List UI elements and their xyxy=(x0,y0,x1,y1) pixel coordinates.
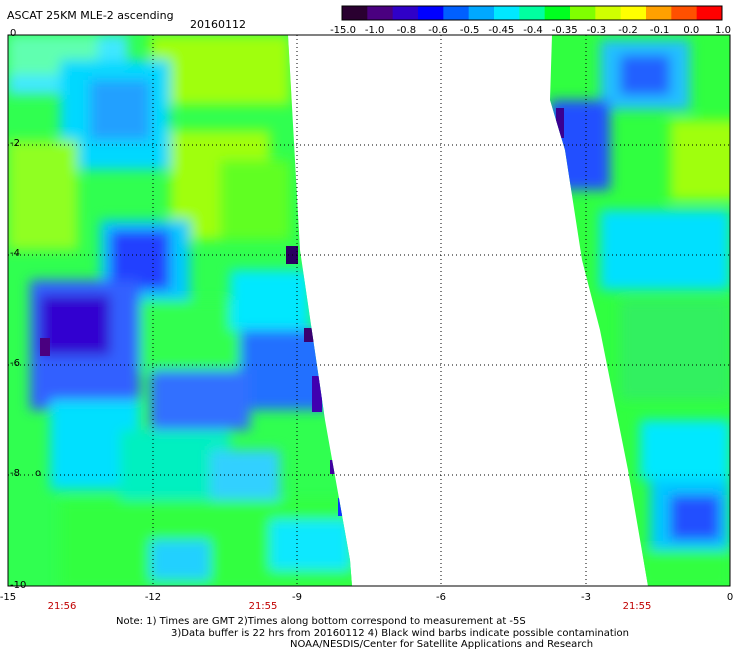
color-swatch xyxy=(418,6,444,20)
color-scale-label: 1.0 xyxy=(715,25,731,36)
color-scale-label: 0.0 xyxy=(683,25,699,36)
color-swatch xyxy=(367,6,394,20)
longitude-tick: -15 xyxy=(0,592,16,603)
longitude-tick: -9 xyxy=(292,592,302,603)
color-scale-labels: -15.0 -1.0 -0.8 -0.6 -0.5 -0.45 -0.4 -0.35 -0.3-… xyxy=(330,25,731,36)
color-swatch xyxy=(646,6,672,20)
color-swatch xyxy=(671,6,698,20)
latitude-tick: 0 xyxy=(10,28,16,39)
longitude-tick: -3 xyxy=(581,592,591,603)
color-swatch xyxy=(392,6,419,20)
latitude-tick: -2 xyxy=(10,138,20,149)
color-swatch xyxy=(696,6,723,20)
map-frame xyxy=(7,34,731,587)
color-scale-label: -0.4 xyxy=(523,25,543,36)
color-scale-label: -0.3 xyxy=(587,25,607,36)
color-swatch xyxy=(519,6,546,20)
color-scale-label: -0.2 xyxy=(618,25,638,36)
color-swatch xyxy=(342,6,368,20)
right-swath xyxy=(550,35,730,586)
color-scale-label: -0.1 xyxy=(650,25,670,36)
color-swatch xyxy=(443,6,470,20)
latitude-tick: -6 xyxy=(10,358,20,369)
note-line-3: NOAA/NESDIS/Center for Satellite Applica… xyxy=(290,639,594,650)
color-swatch xyxy=(494,6,520,20)
color-scale-label: -0.35 xyxy=(552,25,578,36)
note-line-2: 3)Data buffer is 22 hrs from 20160112 4)… xyxy=(171,628,629,639)
color-scale-label: -15.0 xyxy=(330,25,356,36)
color-swatch xyxy=(620,6,647,20)
pass-time: 21:56 xyxy=(48,601,77,612)
longitude-tick: -6 xyxy=(436,592,446,603)
note-line-1: Note: 1) Times are GMT 2)Times along bot… xyxy=(116,616,526,627)
latitude-tick: -4 xyxy=(10,248,20,259)
pass-time: 21:55 xyxy=(249,601,278,612)
longitude-tick: -12 xyxy=(145,592,161,603)
latitude-tick: -8 xyxy=(10,468,20,479)
color-swatch xyxy=(544,6,571,20)
color-scale-label: -0.5 xyxy=(460,25,480,36)
left-swath xyxy=(8,35,352,586)
color-scale-bar xyxy=(341,5,723,21)
latitude-tick: -10 xyxy=(10,580,26,591)
map-title: ASCAT 25KM MLE-2 ascending xyxy=(7,9,174,22)
longitude-tick-labels: -15 -12 -9 -6 -3 0 xyxy=(0,592,733,603)
side-marker: o xyxy=(35,468,41,479)
latitude-tick-labels: 0 -2 -4 -6 -8 -10 xyxy=(10,28,26,591)
color-swatch xyxy=(595,6,622,20)
color-swatch xyxy=(468,6,495,20)
color-swatch xyxy=(570,6,596,20)
color-scale-label: -0.6 xyxy=(428,25,448,36)
color-scale-label: -1.0 xyxy=(365,25,385,36)
longitude-tick: 0 xyxy=(727,592,733,603)
color-scale-label: -0.45 xyxy=(488,25,514,36)
map-date: 20160112 xyxy=(190,18,246,31)
pass-time: 21:55 xyxy=(623,601,652,612)
lat-lon-grid xyxy=(8,35,730,586)
color-scale-label: -0.8 xyxy=(397,25,417,36)
pass-times: 21:56 21:55 21:55 xyxy=(48,601,652,612)
